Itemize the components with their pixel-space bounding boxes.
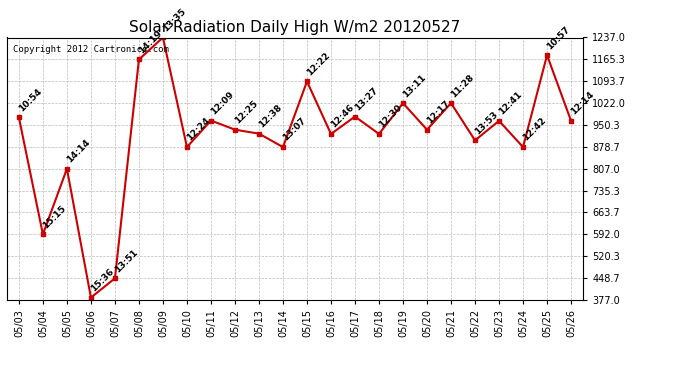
Text: 12:46: 12:46 xyxy=(329,103,355,130)
Text: 12:38: 12:38 xyxy=(257,103,284,129)
Text: 14:14: 14:14 xyxy=(65,138,92,165)
Text: Copyright 2012 Cartronics.com: Copyright 2012 Cartronics.com xyxy=(12,45,168,54)
Text: 12:17: 12:17 xyxy=(425,99,451,126)
Text: 12:41: 12:41 xyxy=(497,90,524,117)
Text: 13:11: 13:11 xyxy=(401,72,427,99)
Text: 10:54: 10:54 xyxy=(17,87,43,113)
Text: 13:27: 13:27 xyxy=(353,86,380,112)
Text: 12:22: 12:22 xyxy=(305,51,331,77)
Text: 12:24: 12:24 xyxy=(185,116,211,143)
Text: 14:19: 14:19 xyxy=(137,28,164,55)
Text: 13:53: 13:53 xyxy=(473,110,500,136)
Text: 15:36: 15:36 xyxy=(89,267,115,293)
Title: Solar Radiation Daily High W/m2 20120527: Solar Radiation Daily High W/m2 20120527 xyxy=(129,20,461,35)
Text: 12:30: 12:30 xyxy=(377,103,404,130)
Text: 13:51: 13:51 xyxy=(112,248,139,274)
Text: 11:28: 11:28 xyxy=(448,72,475,99)
Text: 13:35: 13:35 xyxy=(161,7,188,33)
Text: 12:09: 12:09 xyxy=(209,90,235,116)
Text: 12:14: 12:14 xyxy=(569,90,595,117)
Text: 13:07: 13:07 xyxy=(281,116,307,143)
Text: 10:57: 10:57 xyxy=(545,24,571,51)
Text: 12:25: 12:25 xyxy=(233,99,259,126)
Text: 15:15: 15:15 xyxy=(41,204,68,230)
Text: 12:42: 12:42 xyxy=(521,116,548,143)
